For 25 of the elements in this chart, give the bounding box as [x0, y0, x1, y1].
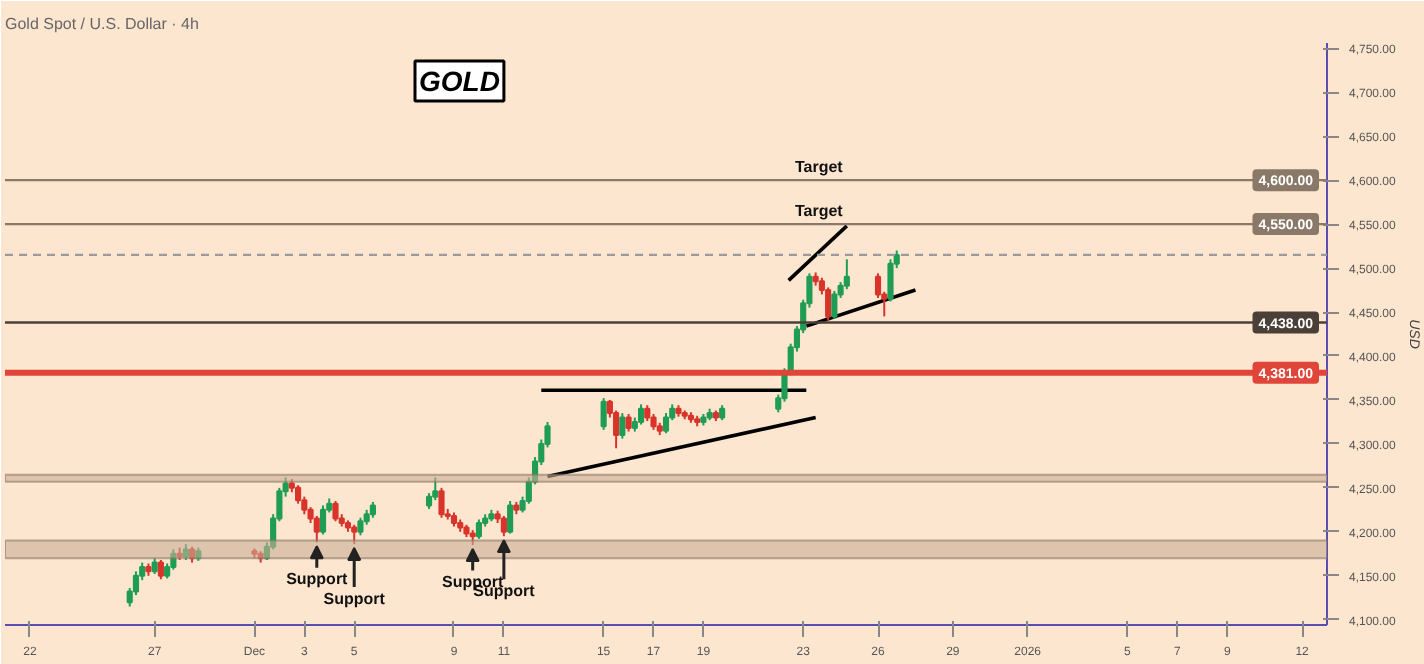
candlestick: [500, 514, 507, 538]
candlestick: [831, 289, 838, 321]
candlestick: [332, 500, 339, 523]
candlestick: [662, 412, 670, 435]
candlestick: [507, 500, 514, 535]
candlestick: [619, 412, 626, 440]
candlestick: [157, 558, 164, 581]
candlestick: [351, 523, 358, 546]
annotation: Target: [794, 158, 844, 177]
chart-title: Gold Spot / U.S. Dollar · 4h: [5, 15, 199, 33]
candlestick: [843, 258, 850, 291]
annotation: Target: [794, 202, 844, 221]
candlestick: [313, 514, 320, 544]
candlestick: [825, 286, 832, 322]
annotation: Support: [323, 590, 386, 609]
candlestick: [319, 504, 327, 536]
annotation: GOLD: [419, 65, 500, 97]
annotation: Support: [286, 570, 349, 589]
candlestick: [475, 518, 482, 540]
candlestick: [600, 397, 607, 431]
candlestick: [887, 258, 894, 303]
candlestick: [438, 486, 445, 519]
candlestick: [170, 548, 177, 571]
candlestick: [637, 403, 645, 426]
candlestick: [432, 476, 439, 502]
